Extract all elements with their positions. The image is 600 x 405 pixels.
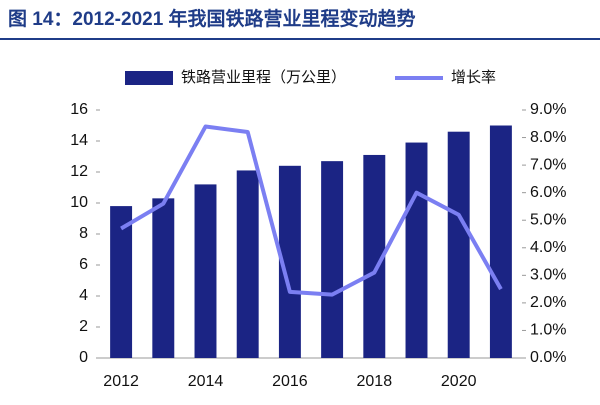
bar: [110, 206, 133, 358]
y-tick-label: 14: [70, 132, 88, 149]
bar: [405, 142, 428, 358]
x-tick-label: 2020: [441, 373, 477, 390]
y2-tick-label: 7.0%: [530, 156, 566, 173]
y2-tick-label: 9.0%: [530, 101, 566, 118]
y-tick-label: 2: [79, 318, 88, 335]
y-tick-label: 0: [79, 349, 88, 366]
y-tick-label: 4: [79, 287, 88, 304]
legend-swatch: [125, 71, 173, 85]
chart-title: 图 14：2012-2021 年我国铁路营业里程变动趋势: [8, 7, 416, 30]
x-tick-label: 2016: [272, 373, 308, 390]
y2-tick-label: 2.0%: [530, 294, 566, 311]
bar: [236, 170, 259, 358]
bar: [447, 131, 470, 358]
x-tick-label: 2014: [188, 373, 224, 390]
y-tick-label: 12: [70, 163, 88, 180]
y2-tick-label: 3.0%: [530, 267, 566, 284]
y-tick-label: 8: [79, 225, 88, 242]
bar: [489, 125, 512, 358]
bar: [278, 165, 301, 358]
legend-label: 铁路营业里程（万公里）: [181, 69, 346, 86]
x-tick-label: 2012: [103, 373, 139, 390]
y2-tick-label: 8.0%: [530, 129, 566, 146]
y-tick-label: 10: [70, 194, 88, 211]
y2-tick-label: 6.0%: [530, 184, 566, 201]
legend-label: 增长率: [451, 69, 496, 86]
x-tick-label: 2018: [357, 373, 393, 390]
bar: [152, 198, 175, 358]
bar: [363, 154, 386, 358]
y2-tick-label: 4.0%: [530, 239, 566, 256]
y-tick-label: 16: [70, 101, 88, 118]
y2-tick-label: 1.0%: [530, 322, 566, 339]
y-tick-label: 6: [79, 256, 88, 273]
bar: [194, 184, 217, 358]
line: [120, 124, 503, 297]
y2-tick-label: 0.0%: [530, 349, 566, 366]
y2-tick-label: 5.0%: [530, 211, 566, 228]
bar: [321, 161, 344, 358]
